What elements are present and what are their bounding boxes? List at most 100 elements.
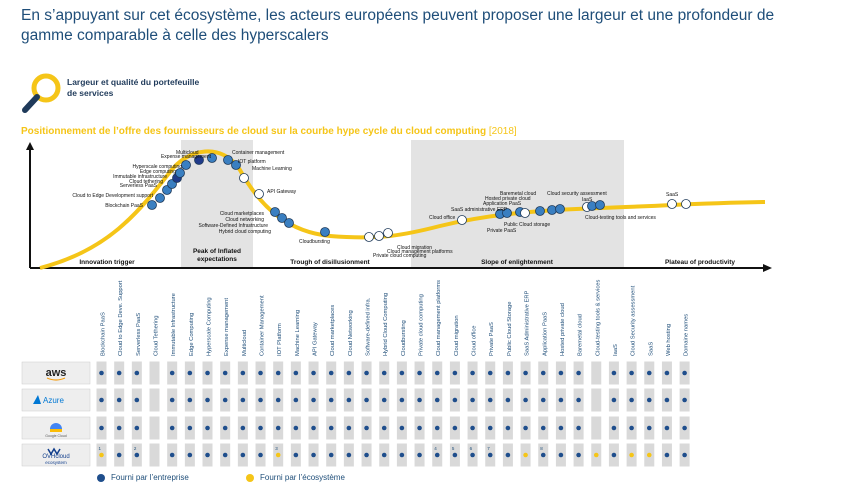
feature-label-line2: de services (67, 88, 114, 98)
curve-dot-12 (254, 189, 264, 199)
azure-dot-30 (629, 397, 634, 403)
ovhcloud-dot-4 (169, 452, 175, 458)
curve-dot-25 (535, 206, 545, 216)
curve-label-29: IaaS (582, 197, 593, 203)
chart-title: Positionnement de l’offre des fournisseu… (21, 126, 517, 137)
google-cloud-dot-21 (470, 425, 475, 431)
column-header-15: Software-defined infra. (366, 297, 372, 356)
aws-dot-17 (399, 370, 405, 376)
curve-label-8: Multicloud (176, 150, 199, 156)
aws-dot-13 (328, 370, 334, 376)
azure-dot-22 (487, 397, 493, 403)
aws-dot-15 (364, 370, 369, 376)
google-cloud-dot-8 (240, 425, 246, 431)
ovhcloud-note-2: 2 (134, 446, 137, 451)
azure-dot-16 (381, 397, 387, 403)
column-header-11: Machine Learning (295, 310, 301, 356)
ovhcloud-dot-9 (258, 452, 263, 458)
curve-dot-30 (595, 200, 605, 210)
aws-dot-31 (646, 370, 652, 376)
azure-dot-29 (611, 397, 617, 403)
ovhcloud-dot-6 (205, 452, 210, 458)
ovhcloud-cell-3 (149, 443, 160, 467)
column-header-27: Baremetal cloud (578, 314, 584, 356)
ovhcloud-dot-2 (134, 452, 140, 458)
google-cloud-dot-11 (293, 425, 299, 431)
azure-dot-15 (364, 397, 369, 403)
curve-dot-19 (383, 228, 393, 238)
azure-logo-box (21, 388, 91, 412)
column-header-16: Hybrid Cloud Computing (383, 293, 389, 356)
google-cloud-dot-25 (540, 425, 546, 431)
azure-dot-18 (417, 397, 422, 403)
curve-label-27: Private PaaS (487, 228, 517, 234)
curve-label-1: Cloud to Edge Development support (72, 193, 153, 199)
column-header-29: IaaS (613, 344, 619, 356)
azure-dot-27 (576, 397, 581, 403)
curve-label-30: Cloud-testing tools and services (585, 215, 656, 221)
column-header-28: Cloud-testing tools & services (595, 280, 601, 356)
curve-label-3: Cloud tethering (129, 179, 163, 185)
curve-label-13: Cloud marketplaces (220, 211, 265, 217)
column-header-20: Cloud migration (454, 315, 460, 356)
column-header-13: Cloud marketplaces (330, 305, 336, 356)
curve-dot-16 (320, 227, 330, 237)
column-header-23: Public Cloud Storage (507, 302, 513, 356)
curve-label-26: Public Cloud storage (504, 222, 550, 228)
feature-label-line1: Largeur et qualité du portefeuille (67, 77, 200, 87)
google-cloud-dot-6 (205, 425, 210, 431)
curve-dot-32 (681, 199, 691, 209)
curve-dot-8 (207, 153, 217, 163)
ovhcloud-dot-0 (99, 452, 104, 458)
ovhcloud-dot-20 (452, 452, 458, 458)
ovhcloud-dot-31 (646, 452, 652, 458)
peak-shade (181, 140, 253, 267)
ovhcloud-dot-8 (240, 452, 246, 458)
ovhcloud-logo-box (21, 443, 91, 467)
azure-dot-4 (169, 397, 175, 403)
ovhcloud-dot-17 (399, 452, 405, 458)
azure-logo-icon (33, 395, 41, 404)
legend-enterprise: Fourni par l’entreprise (97, 473, 189, 482)
azure-dot-12 (311, 397, 316, 403)
curve-label-4: Immutable infrastructure (113, 174, 167, 180)
legend-ecosystem-label: Fourni par l’écosystème (260, 473, 345, 482)
azure-dot-21 (470, 397, 475, 403)
ovhcloud-dot-28 (593, 452, 599, 458)
aws-cell-28 (591, 361, 602, 385)
curve-dot-0 (147, 200, 157, 210)
google-cloud-dot-19 (434, 425, 440, 431)
aws-cell-3 (149, 361, 160, 385)
curve-label-31: SaaS (666, 192, 679, 198)
azure-dot-32 (664, 397, 670, 403)
azure-dot-5 (187, 397, 193, 403)
curve-dot-27 (555, 204, 565, 214)
google-cloud-dot-32 (664, 425, 670, 431)
curve-label-17: Cloudbursting (299, 239, 330, 245)
azure-dot-10 (275, 397, 281, 403)
column-header-21: Cloud office (472, 325, 478, 356)
ovhcloud-dot-10 (275, 452, 281, 458)
google-cloud-dot-27 (576, 425, 581, 431)
ovhcloud-dot-32 (664, 452, 670, 458)
aws-dot-10 (275, 370, 281, 376)
curve-dot-6 (181, 160, 191, 170)
aws-dot-18 (417, 370, 422, 376)
aws-dot-24 (523, 370, 528, 376)
azure-dot-9 (258, 397, 263, 403)
azure-cell-3 (149, 388, 160, 412)
ovhcloud-note-10: 3 (275, 446, 278, 451)
google-cloud-dot-30 (629, 425, 634, 431)
enterprise-dot-icon (97, 473, 105, 482)
curve-label-0: Blockchain PaaS (105, 203, 143, 209)
feature-label: Largeur et qualité du portefeuille de se… (67, 77, 199, 99)
phase-label-3: Slope of enlightenment (481, 259, 554, 266)
google-cloud-dot-23 (505, 425, 511, 431)
ovhcloud-note-19: 4 (434, 446, 437, 451)
ovhcloud-dot-21 (470, 452, 475, 458)
google-cloud-logo-base (50, 429, 62, 432)
azure-dot-0 (99, 397, 104, 403)
column-header-26: Hosted private cloud (560, 303, 566, 356)
aws-dot-19 (434, 370, 440, 376)
ovhcloud-dot-29 (611, 452, 617, 458)
